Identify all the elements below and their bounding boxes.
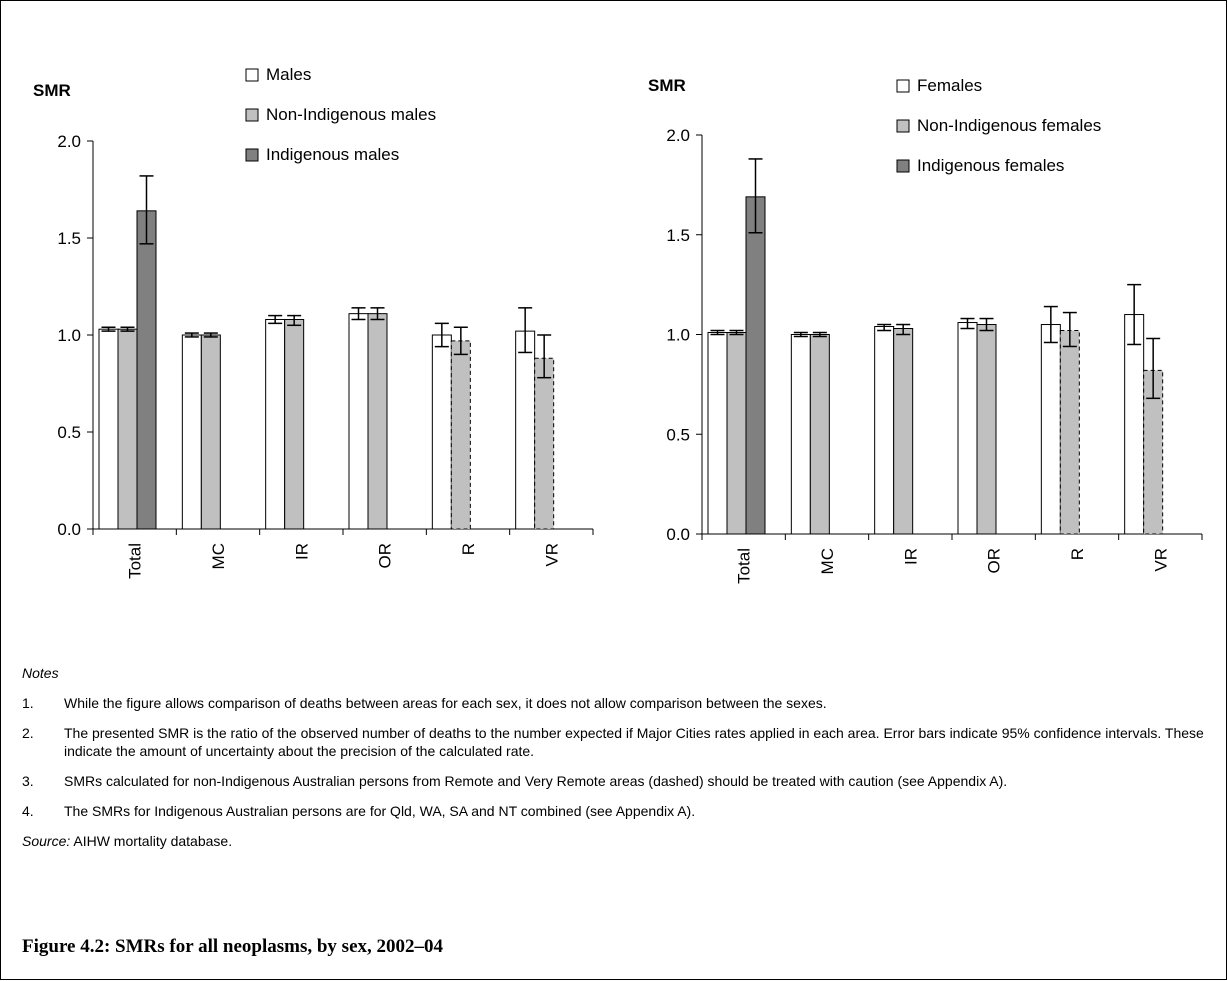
y-tick-label: 0.0	[57, 520, 81, 539]
figure-title: Figure 4.2: SMRs for all neoplasms, by s…	[22, 936, 443, 957]
bar	[117, 328, 138, 530]
bar	[348, 313, 369, 530]
y-axis-title: SMR	[33, 81, 71, 100]
legend-swatch	[245, 108, 259, 122]
bar	[1040, 324, 1061, 535]
x-tick-label: MC	[818, 548, 837, 574]
note-item: 1. While the figure allows comparison of…	[22, 694, 1212, 712]
y-tick-label: 0.5	[57, 423, 81, 442]
bar	[534, 357, 555, 530]
bar	[874, 326, 895, 535]
x-tick-label: VR	[542, 543, 561, 567]
x-tick-label: IR	[292, 543, 311, 560]
bar	[367, 313, 388, 530]
source-label: Source:	[22, 833, 71, 849]
bar	[450, 340, 471, 530]
legend-swatch	[896, 159, 910, 173]
y-tick-label: 0.0	[666, 525, 690, 544]
bar	[893, 328, 914, 535]
legend-swatch	[896, 79, 910, 93]
note-item: 2. The presented SMR is the ratio of the…	[22, 724, 1212, 760]
note-number: 4.	[22, 803, 34, 819]
bar	[1124, 314, 1145, 535]
bar	[790, 334, 811, 535]
y-tick-label: 1.5	[666, 226, 690, 245]
legend-swatch	[245, 68, 259, 82]
bar	[515, 330, 536, 530]
bar	[200, 334, 221, 530]
bar	[1059, 330, 1080, 535]
y-tick-label: 0.5	[666, 425, 690, 444]
notes-section: Notes 1. While the figure allows compari…	[22, 664, 1212, 850]
x-tick-label: Total	[735, 548, 754, 584]
legend-label: Non-Indigenous males	[266, 105, 436, 124]
x-tick-label: OR	[376, 543, 395, 569]
note-number: 1.	[22, 695, 34, 711]
legend-swatch	[896, 119, 910, 133]
x-tick-label: OR	[985, 548, 1004, 574]
note-text: The SMRs for Indigenous Australian perso…	[64, 803, 696, 819]
chart-females: 0.0 0.5 1.0 1.5 2.0 SMR Total MC IR OR R VR Females N…	[648, 76, 1203, 584]
chart-males: 0.0 0.5 1.0 1.5 2.0 SMR Total MC IR OR R VR Males Non…	[33, 65, 594, 579]
y-tick-label: 1.5	[57, 229, 81, 248]
y-tick-label: 2.0	[57, 132, 81, 151]
legend-label: Non-Indigenous females	[917, 116, 1101, 135]
note-text: While the figure allows comparison of de…	[64, 695, 827, 711]
note-text: SMRs calculated for non-Indigenous Austr…	[64, 773, 1008, 789]
bar	[136, 210, 157, 530]
legend-label: Indigenous males	[266, 145, 399, 164]
bar	[809, 334, 830, 535]
note-text: The presented SMR is the ratio of the ob…	[64, 725, 1204, 759]
legend-swatch	[245, 148, 259, 162]
legend-label: Indigenous females	[917, 156, 1064, 175]
x-tick-label: IR	[901, 548, 920, 565]
note-number: 3.	[22, 773, 34, 789]
bar	[726, 332, 747, 535]
bar	[707, 332, 728, 535]
bar	[284, 318, 305, 530]
bar	[745, 196, 766, 535]
bar	[98, 328, 119, 530]
y-tick-label: 1.0	[666, 326, 690, 345]
x-tick-label: R	[1068, 548, 1087, 560]
notes-heading: Notes	[22, 665, 59, 681]
x-tick-label: MC	[209, 543, 228, 569]
y-axis-title: SMR	[648, 76, 686, 95]
y-tick-label: 2.0	[666, 126, 690, 145]
legend-label: Males	[266, 65, 311, 84]
x-tick-label: VR	[1151, 548, 1170, 572]
bar	[265, 318, 286, 530]
bar	[431, 334, 452, 530]
bar	[976, 324, 997, 535]
bar	[181, 334, 202, 530]
x-tick-label: Total	[126, 543, 145, 579]
note-item: 4. The SMRs for Indigenous Australian pe…	[22, 802, 1212, 820]
source-line: Source: AIHW mortality database.	[22, 832, 1212, 850]
bar	[957, 322, 978, 535]
note-item: 3. SMRs calculated for non-Indigenous Au…	[22, 772, 1212, 790]
y-tick-label: 1.0	[57, 326, 81, 345]
x-tick-label: R	[459, 543, 478, 555]
note-number: 2.	[22, 725, 34, 741]
legend-label: Females	[917, 76, 982, 95]
source-text: AIHW mortality database.	[70, 833, 233, 849]
